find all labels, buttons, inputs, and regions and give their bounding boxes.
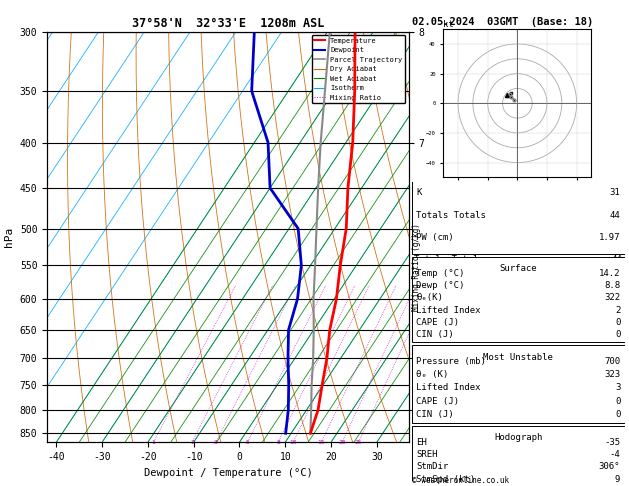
Text: 2: 2 [615,306,620,314]
Text: 02.05.2024  03GMT  (Base: 18): 02.05.2024 03GMT (Base: 18) [412,17,593,27]
Text: 25: 25 [355,440,362,445]
Text: 1.97: 1.97 [601,274,623,282]
Text: 9: 9 [615,475,620,484]
Text: StmDir: StmDir [416,463,448,471]
Text: 14.2: 14.2 [599,269,620,278]
Text: 20: 20 [338,440,346,445]
Text: -4: -4 [610,450,620,459]
Text: 0: 0 [615,410,620,418]
Text: K: K [414,238,420,246]
Text: θₑ (K): θₑ (K) [416,370,448,379]
Text: PW (cm): PW (cm) [416,233,454,242]
Text: 2: 2 [190,440,194,445]
Text: 1.97: 1.97 [599,233,620,242]
Text: Totals Totals: Totals Totals [416,210,486,220]
Text: Dewp (°C): Dewp (°C) [416,281,465,290]
Text: Most Unstable: Most Unstable [483,353,554,362]
Text: LCL: LCL [411,407,424,413]
Text: 0: 0 [615,330,620,339]
Text: -35: -35 [604,438,620,447]
Text: θₑ(K): θₑ(K) [416,294,443,302]
Text: 700: 700 [604,357,620,366]
Text: EH: EH [416,438,427,447]
X-axis label: Dewpoint / Temperature (°C): Dewpoint / Temperature (°C) [143,468,313,478]
Text: 1: 1 [152,440,155,445]
Text: kt: kt [443,20,454,29]
Text: 3: 3 [615,383,620,392]
Text: 15: 15 [318,440,325,445]
Text: K: K [416,188,421,197]
Text: Surface: Surface [499,264,537,274]
Text: Lifted Index: Lifted Index [416,383,481,392]
Text: Temp (°C): Temp (°C) [416,269,465,278]
Text: Totals Totals: Totals Totals [414,256,484,264]
Text: 322: 322 [604,294,620,302]
Text: CAPE (J): CAPE (J) [416,397,459,405]
Y-axis label: km
ASL: km ASL [427,229,447,245]
Text: PW (cm): PW (cm) [414,274,452,282]
Text: 323: 323 [604,370,620,379]
Legend: Temperature, Dewpoint, Parcel Trajectory, Dry Adiabat, Wet Adiabat, Isotherm, Mi: Temperature, Dewpoint, Parcel Trajectory… [311,35,405,104]
Text: SREH: SREH [416,450,438,459]
Text: © weatheronline.co.uk: © weatheronline.co.uk [412,476,509,485]
Text: 0: 0 [615,318,620,327]
Text: Mixing Ratio (g/kg): Mixing Ratio (g/kg) [412,224,421,311]
Y-axis label: hPa: hPa [4,227,14,247]
Bar [412,426,625,486]
Text: 44: 44 [612,256,623,264]
Text: 8.8: 8.8 [604,281,620,290]
Text: Pressure (mb): Pressure (mb) [416,357,486,366]
Bar [412,345,625,423]
Text: Hodograph: Hodograph [494,434,542,442]
Text: CIN (J): CIN (J) [416,330,454,339]
Text: 31: 31 [612,238,623,246]
Text: StmSpd (kt): StmSpd (kt) [416,475,476,484]
Bar [412,257,625,342]
Text: CAPE (J): CAPE (J) [416,318,459,327]
Text: CIN (J): CIN (J) [416,410,454,418]
Text: 8: 8 [276,440,280,445]
Bar [412,181,625,254]
Text: 31: 31 [610,188,620,197]
Text: 306°: 306° [599,463,620,471]
Text: 0: 0 [615,397,620,405]
Title: 37°58'N  32°33'E  1208m ASL: 37°58'N 32°33'E 1208m ASL [132,17,324,31]
Text: 10: 10 [289,440,297,445]
Text: Lifted Index: Lifted Index [416,306,481,314]
Text: 3: 3 [214,440,218,445]
Text: 44: 44 [610,210,620,220]
Text: 5: 5 [246,440,249,445]
